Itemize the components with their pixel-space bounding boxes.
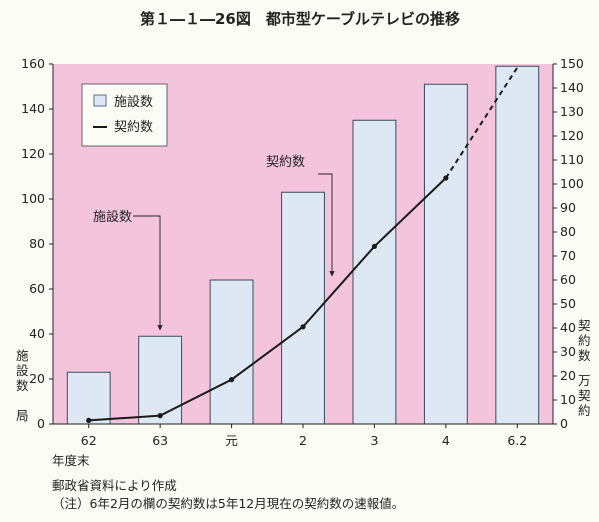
annotation-contracts-arrow bbox=[318, 173, 335, 277]
x-tick-label: 2 bbox=[299, 433, 307, 448]
right-tick-label: 0 bbox=[560, 416, 568, 431]
right-tick-label: 60 bbox=[560, 272, 576, 287]
legend-box bbox=[81, 83, 168, 147]
source-note: 郵政省資料により作成 bbox=[52, 478, 177, 493]
right-tick-label: 130 bbox=[560, 104, 584, 119]
bar-5 bbox=[423, 83, 468, 425]
contracts-point-3 bbox=[300, 324, 306, 330]
legend-label-facilities: 施設数 bbox=[114, 94, 153, 110]
right-tick-label: 50 bbox=[560, 296, 576, 311]
legend-label-contracts: 契約数 bbox=[114, 120, 153, 135]
x-tick-label: 63 bbox=[152, 433, 168, 448]
right-tick-label: 80 bbox=[560, 224, 576, 239]
right-tick-label: 70 bbox=[560, 248, 576, 263]
annotation-facilities: 施設数 bbox=[93, 209, 132, 225]
bar-1 bbox=[138, 335, 183, 425]
annotation-facilities-arrow bbox=[133, 215, 163, 331]
bar-0 bbox=[66, 371, 111, 425]
x-tick-label: 6.2 bbox=[507, 433, 527, 448]
x-axis-note: 年度末 bbox=[52, 453, 90, 468]
left-tick-label: 160 bbox=[21, 56, 45, 71]
right-tick-label: 40 bbox=[560, 320, 576, 335]
footnote: （注）6年2月の欄の契約数は5年12月現在の契約数の速報値。 bbox=[52, 496, 404, 511]
legend-bar-swatch bbox=[93, 94, 107, 107]
right-tick-label: 100 bbox=[560, 176, 584, 191]
bar-2 bbox=[209, 279, 254, 425]
legend: 施設数 契約数 bbox=[81, 83, 168, 147]
right-tick-label: 110 bbox=[560, 152, 584, 167]
left-tick-label: 80 bbox=[29, 236, 45, 251]
annotation-contracts: 契約数 bbox=[266, 155, 305, 170]
left-tick-label: 60 bbox=[29, 281, 45, 296]
contracts-point-0 bbox=[86, 417, 92, 423]
left-tick-label: 100 bbox=[21, 191, 45, 206]
left-tick-label: 120 bbox=[21, 146, 45, 161]
contracts-point-2 bbox=[228, 377, 235, 383]
chart-title: 第１―１―26図 都市型ケーブルテレビの推移 bbox=[140, 10, 460, 28]
contracts-line bbox=[88, 177, 447, 422]
contracts-point-4 bbox=[371, 243, 378, 249]
right-tick-label: 20 bbox=[560, 368, 576, 383]
right-tick-label: 120 bbox=[560, 128, 584, 143]
x-tick-label: 3 bbox=[370, 433, 378, 448]
left-tick-label: 40 bbox=[29, 326, 45, 341]
left-axis-label: 施設数局 bbox=[16, 348, 29, 423]
right-tick-label: 10 bbox=[560, 392, 576, 407]
bar-4 bbox=[352, 119, 397, 425]
x-tick-label: 元 bbox=[225, 433, 238, 448]
right-axis-label: 契約数万契約 bbox=[578, 318, 591, 418]
bar-6 bbox=[495, 65, 540, 425]
bar-3 bbox=[281, 191, 325, 425]
right-tick-label: 30 bbox=[560, 344, 576, 359]
contracts-line-dashed bbox=[445, 67, 519, 179]
x-tick-label: 4 bbox=[442, 433, 450, 448]
left-tick-label: 20 bbox=[29, 371, 45, 386]
right-tick-label: 150 bbox=[560, 56, 584, 71]
left-tick-label: 140 bbox=[21, 101, 45, 116]
left-tick-label: 0 bbox=[37, 416, 45, 431]
right-tick-label: 90 bbox=[560, 200, 576, 215]
right-tick-label: 140 bbox=[560, 80, 584, 95]
x-tick-label: 62 bbox=[81, 433, 97, 448]
contracts-point-5 bbox=[443, 175, 449, 181]
contracts-point-1 bbox=[157, 413, 163, 419]
